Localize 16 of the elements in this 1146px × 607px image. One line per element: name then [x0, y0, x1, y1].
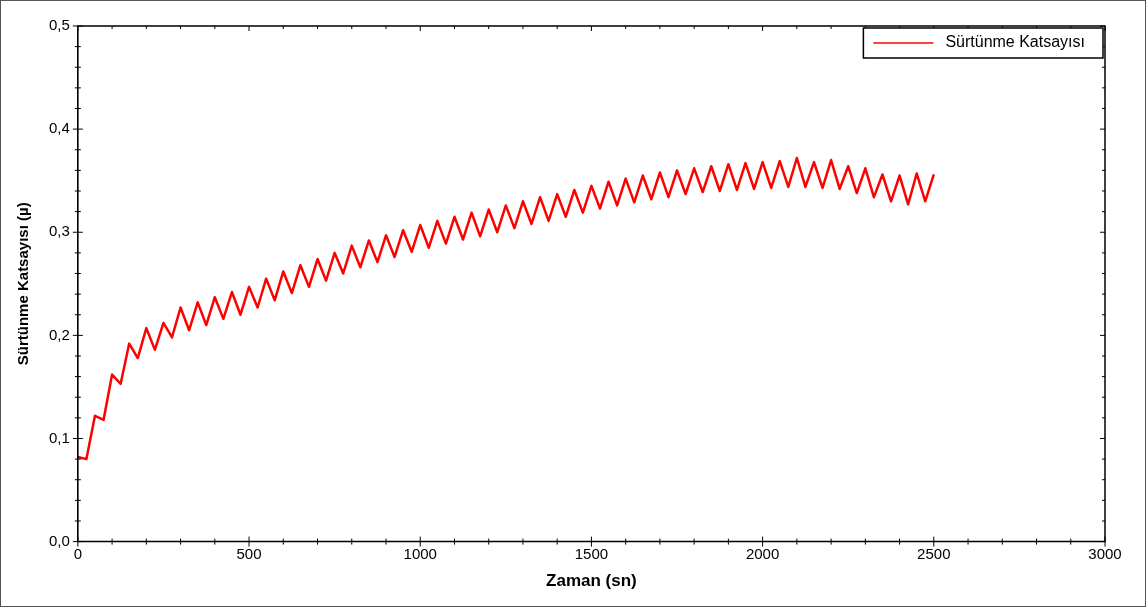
- x-axis-title: Zaman (sn): [546, 571, 637, 591]
- y-tick-label: 0,2: [48, 325, 70, 343]
- legend-label: Sürtünme Katsayısı: [945, 33, 1086, 51]
- x-tick-label: 1500: [574, 544, 609, 562]
- x-tick-label: 500: [236, 544, 262, 562]
- x-tick-label: 3000: [1088, 544, 1122, 562]
- y-tick-label: 0,0: [48, 531, 70, 549]
- x-tick-label: 1000: [403, 544, 437, 562]
- y-tick-label: 0,1: [48, 428, 70, 446]
- y-tick-label: 0,5: [48, 16, 70, 34]
- x-tick-label: 2500: [917, 544, 951, 562]
- y-tick-label: 0,4: [48, 119, 70, 137]
- x-tick-label: 0: [73, 544, 83, 562]
- y-tick-label: 0,3: [48, 222, 70, 240]
- x-tick-label: 2000: [745, 544, 780, 562]
- y-axis-title: Sürtünme Katsayısı (µ): [14, 202, 32, 366]
